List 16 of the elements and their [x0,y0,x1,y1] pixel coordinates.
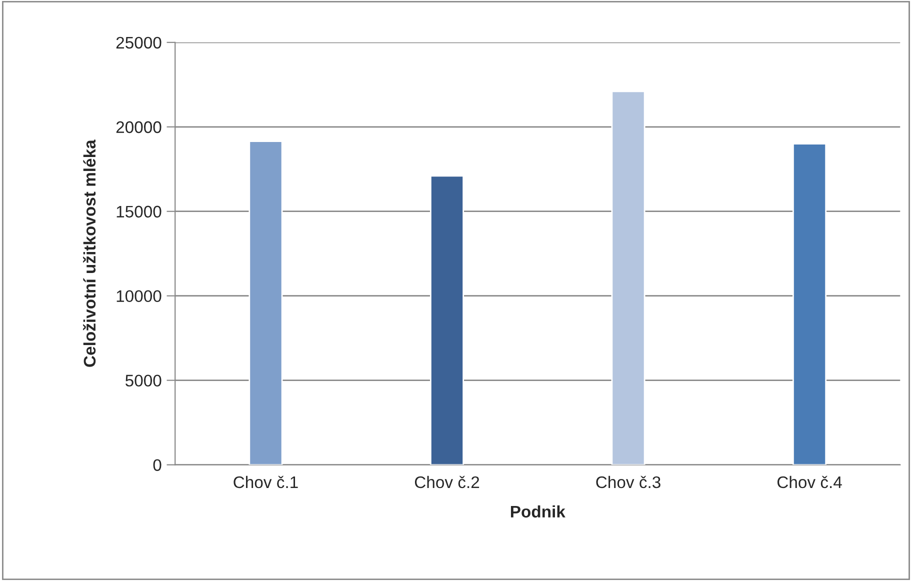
bar [792,143,827,465]
bar [430,175,464,465]
y-tick-label: 15000 [116,206,162,218]
y-tick-label: 0 [153,459,162,472]
y-tick-label: 20000 [116,121,162,134]
y-axis-title: Celoživotní užitkovost mléka [83,140,96,367]
y-tick-label: 25000 [116,36,162,49]
x-tick-label: Chov č.4 [777,476,842,488]
y-tick-label: 5000 [126,374,162,387]
x-tick-label: Chov č.2 [414,476,480,488]
bar [611,90,646,465]
x-tick-label: Chov č.1 [234,476,298,488]
bar [248,140,283,465]
x-tick-label: Chov č.3 [596,476,660,488]
x-axis-title: Podnik [510,505,566,518]
y-tick-label: 10000 [116,290,162,302]
